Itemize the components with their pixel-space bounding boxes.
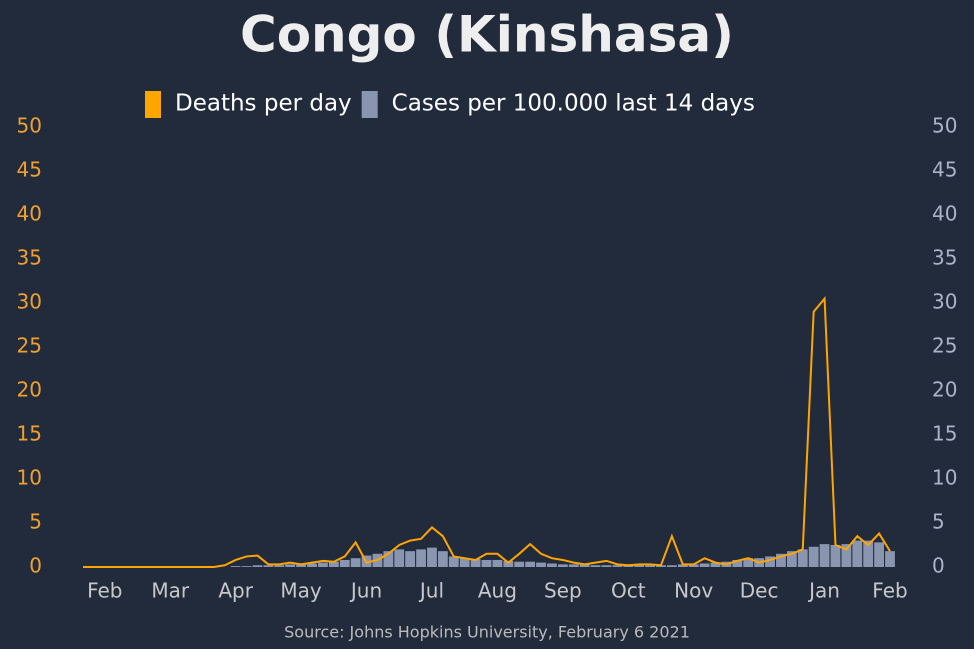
bar	[677, 564, 688, 567]
bar	[437, 551, 448, 567]
chart-title: Congo (Kinshasa)	[240, 6, 734, 64]
y2-tick-label: 10	[932, 466, 957, 490]
bar	[405, 551, 416, 567]
y2-tick-label: 30	[932, 290, 957, 314]
y-tick-label: 0	[29, 554, 42, 578]
y-tick-label: 5	[29, 510, 42, 534]
bar	[710, 562, 721, 567]
x-tick-label: Aug	[478, 579, 517, 603]
x-tick-label: May	[280, 579, 322, 603]
y2-tick-label: 5	[932, 510, 945, 534]
bar	[688, 564, 699, 567]
x-tick-label: Apr	[218, 579, 253, 603]
bar	[601, 565, 612, 567]
bar	[743, 558, 754, 567]
bar	[394, 549, 405, 567]
bar	[492, 559, 503, 567]
bar	[328, 561, 339, 567]
x-tick-label: Sep	[544, 579, 582, 603]
bar	[885, 551, 895, 567]
bar	[350, 558, 361, 567]
bar	[296, 564, 307, 567]
bar	[547, 563, 557, 567]
bar	[252, 565, 263, 567]
x-tick-label: Jun	[349, 579, 382, 603]
legend-swatch	[145, 91, 161, 118]
y2-tick-label: 40	[932, 202, 957, 226]
x-tick-label: Feb	[872, 579, 907, 603]
y2-tick-label: 25	[932, 334, 957, 358]
bar	[318, 562, 328, 567]
y-tick-label: 40	[17, 202, 42, 226]
bar	[874, 542, 885, 567]
y2-tick-label: 50	[932, 114, 957, 138]
bar	[568, 564, 579, 567]
bar	[514, 561, 525, 567]
y-tick-label: 35	[17, 246, 42, 270]
y2-tick-label: 20	[932, 378, 957, 402]
bar	[274, 565, 285, 567]
bar	[448, 556, 459, 567]
bar	[830, 545, 841, 567]
y-tick-label: 15	[17, 422, 42, 446]
bar	[819, 544, 830, 567]
x-tick-label: Nov	[674, 579, 713, 603]
legend-swatch	[361, 91, 378, 118]
bar	[481, 559, 492, 567]
bar	[666, 565, 677, 567]
bar	[841, 544, 852, 567]
bar	[339, 559, 350, 567]
bar	[459, 558, 470, 567]
y2-tick-label: 15	[932, 422, 957, 446]
bar	[852, 540, 863, 567]
bar	[634, 565, 645, 567]
y-tick-label: 10	[17, 466, 42, 490]
bar	[307, 563, 317, 567]
legend-label: Cases per 100.000 last 14 days	[392, 91, 755, 117]
line	[83, 295, 891, 568]
bar	[699, 563, 710, 567]
bar	[230, 566, 241, 567]
y2-tick-label: 0	[932, 554, 945, 578]
x-tick-label: Dec	[740, 579, 779, 603]
y-tick-label: 30	[17, 290, 42, 314]
x-tick-label: Jul	[418, 579, 444, 603]
y-tick-label: 25	[17, 334, 42, 358]
bar	[786, 551, 797, 567]
y2-tick-label: 45	[932, 158, 957, 182]
bar	[590, 565, 601, 567]
bar	[416, 549, 426, 567]
x-tick-label: Feb	[87, 579, 122, 603]
bar	[776, 553, 786, 567]
y-tick-label: 50	[17, 114, 42, 138]
bar	[863, 540, 874, 567]
x-tick-label: Jan	[807, 579, 840, 603]
bar	[579, 564, 590, 567]
y-tick-label: 20	[17, 378, 42, 402]
bar	[645, 565, 655, 567]
bar	[263, 565, 274, 567]
bar	[470, 559, 481, 567]
bar	[525, 561, 536, 567]
bar	[536, 562, 546, 567]
bar	[383, 551, 394, 567]
x-tick-label: Oct	[611, 579, 646, 603]
y-tick-label: 45	[17, 158, 42, 182]
bar	[808, 546, 819, 567]
y2-tick-label: 35	[932, 246, 957, 270]
bar	[427, 547, 437, 567]
bar	[732, 559, 743, 567]
bar	[797, 549, 808, 567]
bar	[557, 564, 568, 567]
x-tick-label: Mar	[151, 579, 190, 603]
source: Source: Johns Hopkins University, Februa…	[284, 623, 690, 642]
bar	[241, 566, 252, 567]
bar	[285, 564, 296, 567]
bar	[503, 560, 514, 567]
legend-label: Deaths per day	[175, 91, 352, 117]
bar	[612, 565, 623, 567]
bar	[765, 556, 775, 567]
